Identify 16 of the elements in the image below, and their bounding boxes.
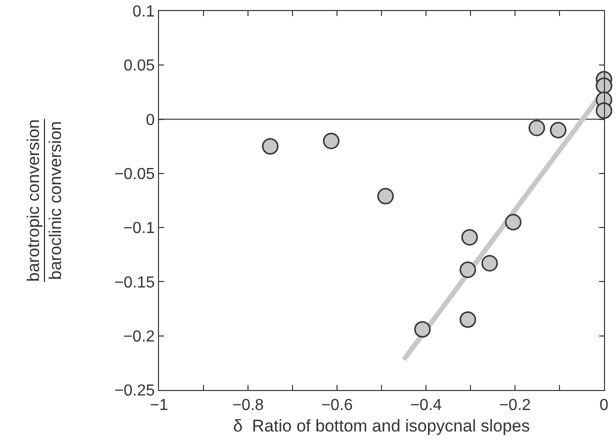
y-tick-label: 0.1 bbox=[132, 4, 155, 21]
y-tick-label: −0.25 bbox=[114, 382, 155, 400]
y-tick-label: 0.05 bbox=[124, 58, 155, 75]
x-axis-title: δ Ratio of bottom and isopycnal slopes bbox=[233, 416, 530, 436]
x-tick-label: −1 bbox=[150, 397, 168, 414]
x-tick-label: −0.4 bbox=[410, 397, 442, 414]
y-tick-label: −0.15 bbox=[114, 274, 155, 292]
x-tick-label: 0 bbox=[600, 397, 609, 414]
y-axis-title: barotropic conversion baroclinic conversion bbox=[24, 119, 65, 282]
y-tick-label: 0 bbox=[146, 112, 155, 129]
x-tick-label: −0.6 bbox=[321, 397, 353, 414]
y-tick-label: −0.2 bbox=[123, 328, 155, 346]
y-tick-label: −0.1 bbox=[123, 220, 155, 238]
x-tick-label: −0.2 bbox=[499, 397, 531, 414]
y-tick-label: −0.05 bbox=[114, 166, 155, 184]
x-tick-label: −0.8 bbox=[232, 397, 264, 414]
